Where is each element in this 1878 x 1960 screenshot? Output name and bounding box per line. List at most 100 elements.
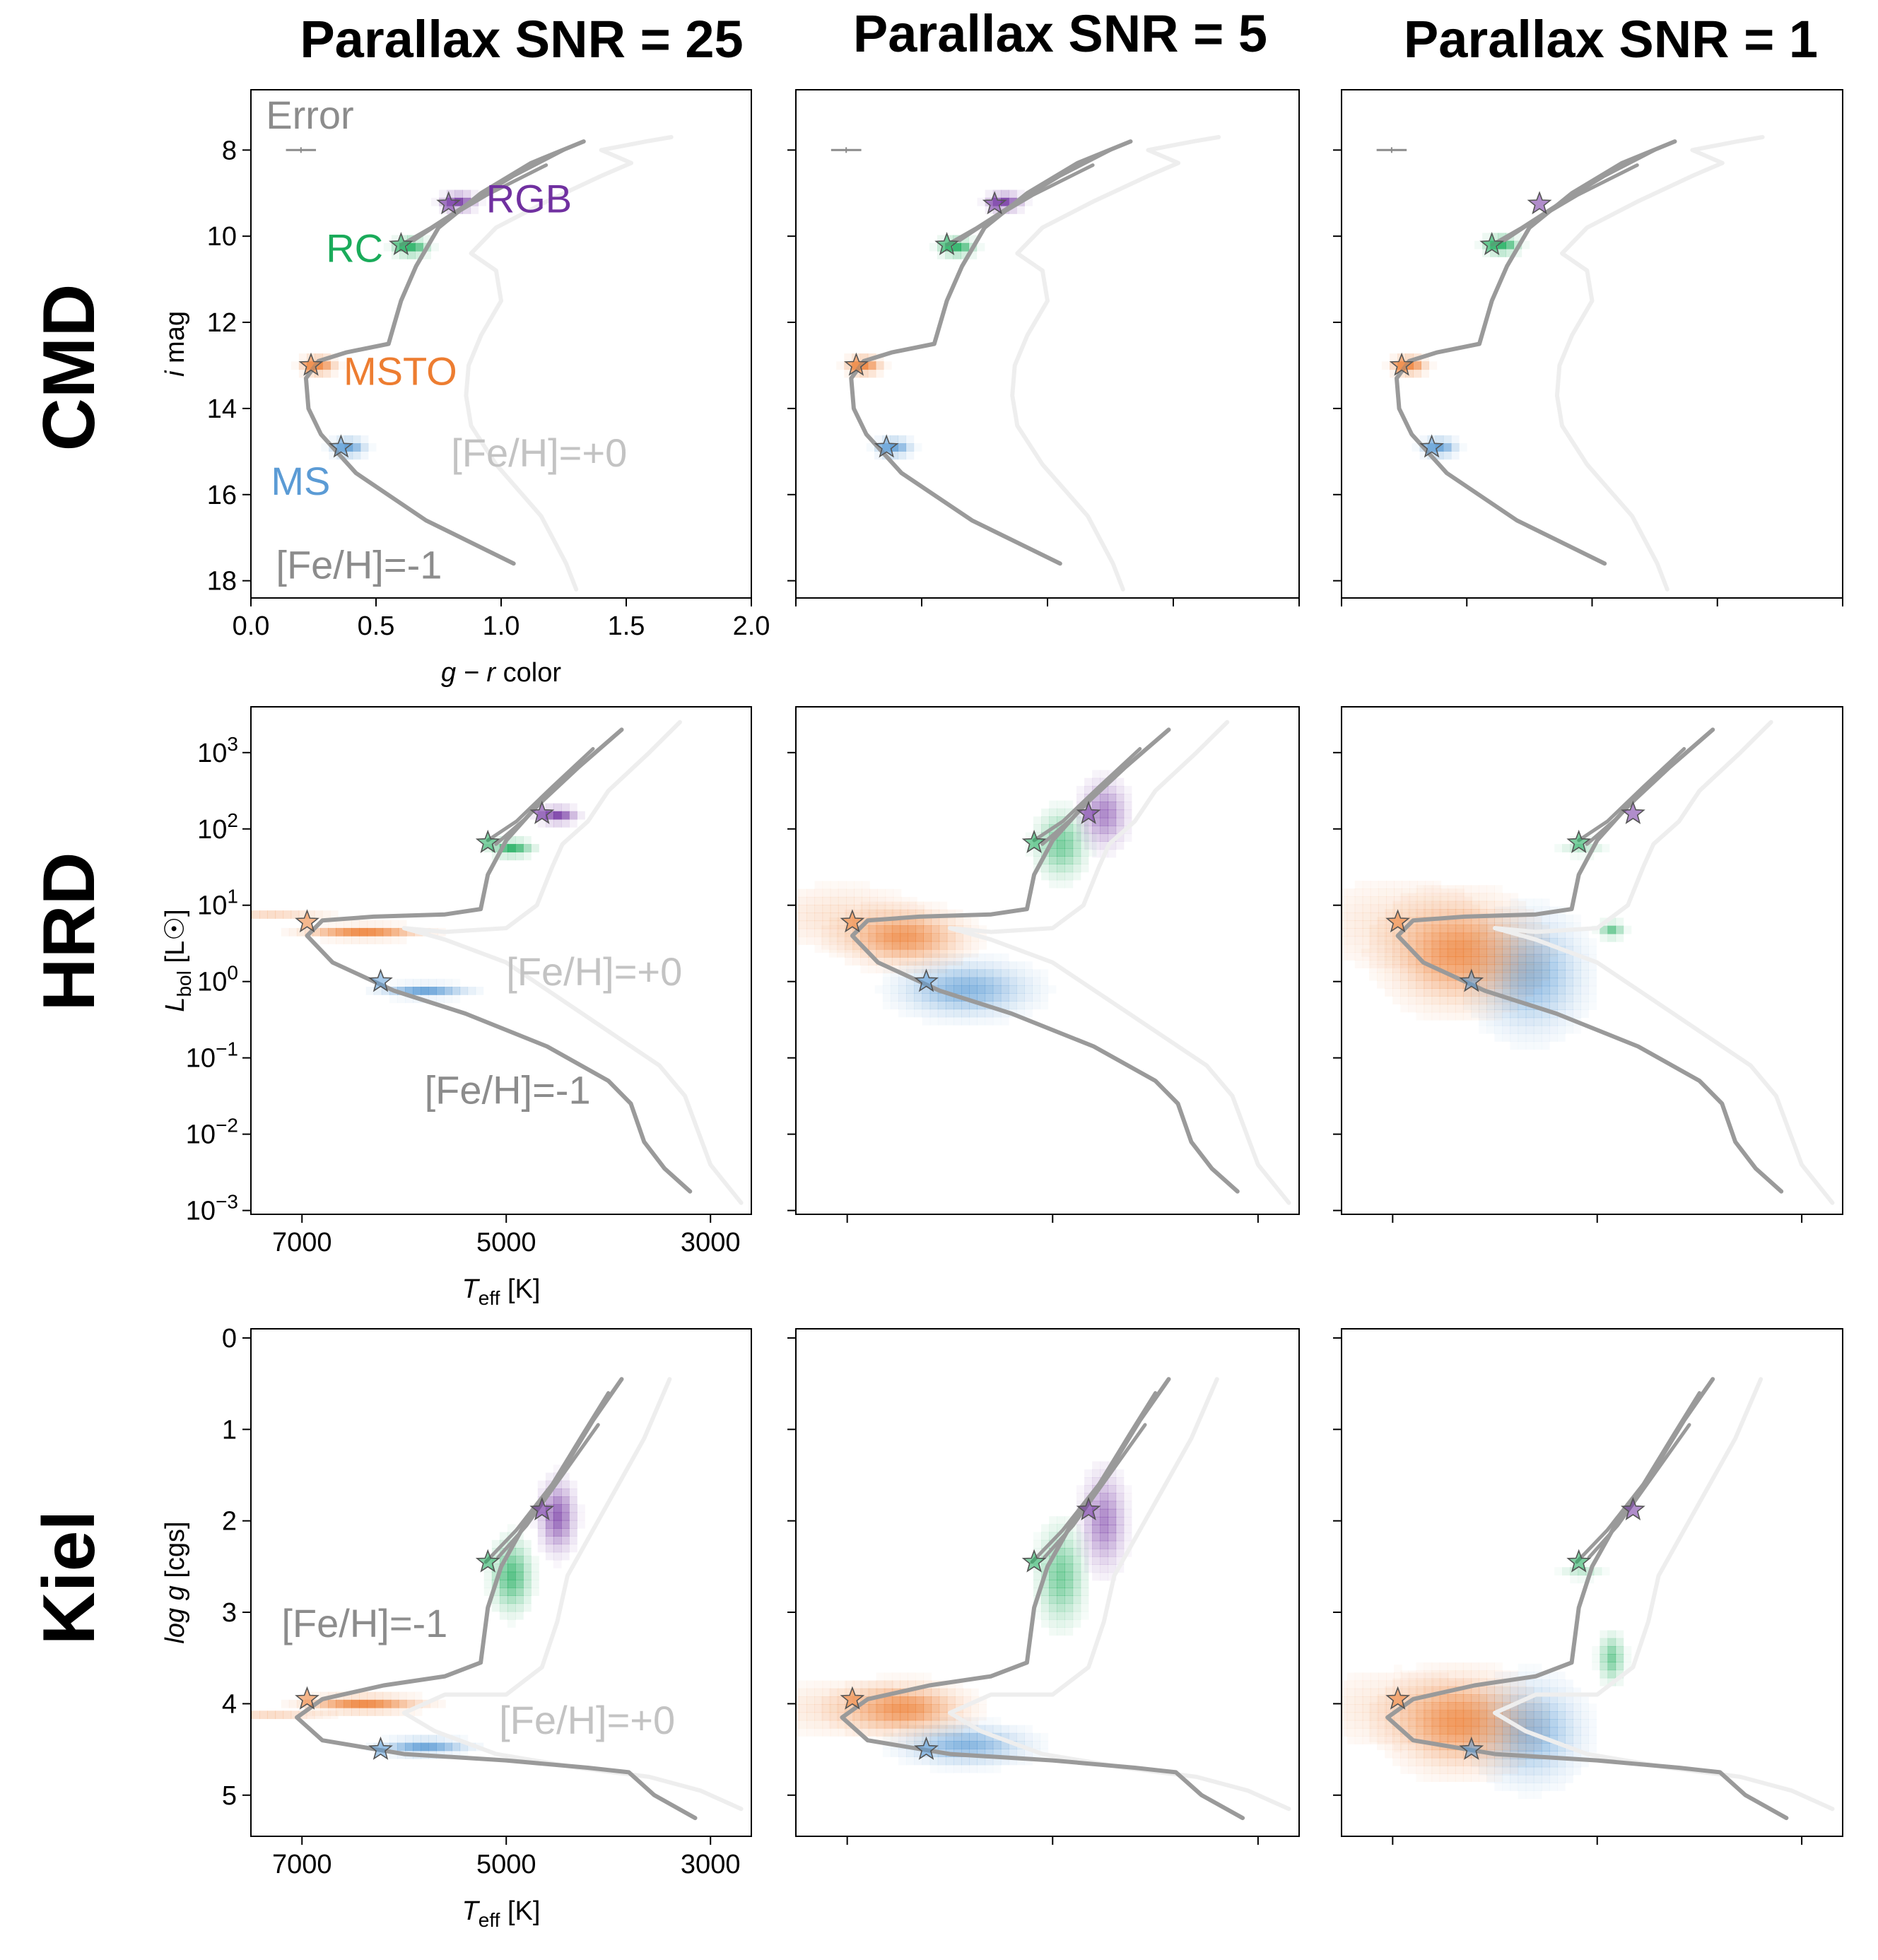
density-cell <box>891 933 900 942</box>
density-cell <box>914 993 923 1002</box>
density-cell <box>814 888 823 898</box>
density-cell <box>1502 996 1510 1005</box>
density-cell <box>1494 1672 1503 1680</box>
density-cell <box>561 803 570 812</box>
density-cell <box>1494 893 1503 902</box>
density-cell <box>1424 1718 1433 1727</box>
density-cell <box>1541 1766 1550 1776</box>
density-cell <box>1080 1556 1089 1565</box>
density-cell <box>328 1708 336 1716</box>
density-cell <box>515 1595 524 1604</box>
density-cell <box>937 961 946 970</box>
density-cell <box>1494 938 1503 947</box>
density-cell <box>1016 1725 1025 1734</box>
density-cell <box>1072 1571 1081 1580</box>
density-cell <box>814 1727 823 1737</box>
density-cell <box>1472 904 1481 913</box>
density-cell <box>876 965 885 974</box>
density-cell <box>877 888 886 898</box>
isochrone-metal-poor-line <box>303 139 586 566</box>
density-cell <box>428 1742 437 1751</box>
density-cell <box>1486 1718 1495 1727</box>
density-cell <box>1549 953 1558 963</box>
density-cell <box>1100 833 1109 842</box>
density-cell <box>1408 932 1417 941</box>
density-cell <box>852 1688 861 1697</box>
density-cell <box>1362 1680 1371 1689</box>
density-cell <box>1439 940 1448 949</box>
density-cell <box>1600 1645 1609 1655</box>
density-cell <box>978 1704 987 1713</box>
density-cell <box>1369 1710 1378 1719</box>
density-cell <box>885 896 894 905</box>
density-cell <box>1525 1017 1534 1026</box>
density-cell <box>939 1712 948 1721</box>
density-cell <box>1417 1672 1426 1682</box>
density-cell <box>992 977 1002 986</box>
density-cell <box>868 1680 877 1689</box>
density-cell <box>507 1563 516 1573</box>
density-cell <box>1510 906 1519 915</box>
density-cell <box>1435 451 1444 460</box>
density-cell <box>1557 1687 1566 1696</box>
density-cell <box>545 1472 554 1481</box>
density-cell <box>398 1691 407 1701</box>
density-cell <box>507 852 516 861</box>
density-cell <box>1346 920 1356 929</box>
density-cell <box>296 1699 305 1708</box>
density-cell <box>1510 1695 1519 1704</box>
isochrone-metal-poor-line <box>1385 1377 1789 1821</box>
density-cell <box>862 1727 870 1737</box>
density-cell <box>1080 1595 1089 1604</box>
density-cell <box>1518 1672 1527 1680</box>
density-cell <box>1362 1727 1371 1737</box>
density-cell <box>1447 893 1456 902</box>
density-cell <box>1494 1718 1503 1727</box>
density-cell <box>483 1571 493 1580</box>
isochrone-solar-line <box>1493 720 1835 1205</box>
density-cell <box>1413 361 1421 370</box>
density-cell <box>1472 1712 1481 1721</box>
density-cell <box>1424 1686 1433 1695</box>
density-cell <box>1092 1556 1101 1565</box>
density-cell <box>1502 1686 1510 1695</box>
density-cell <box>1455 972 1464 981</box>
density-cell <box>1518 946 1527 955</box>
density-cell <box>1024 1749 1033 1757</box>
density-cell <box>796 1680 799 1689</box>
density-cell <box>1479 949 1487 957</box>
density-cell <box>985 189 994 199</box>
y-tick-label: 12 <box>207 308 237 338</box>
density-cell <box>900 1680 908 1689</box>
density-cell <box>515 1611 524 1620</box>
density-cell <box>783 897 792 905</box>
x-tick-label: 7000 <box>272 1228 332 1257</box>
density-cell <box>946 917 956 926</box>
density-cell <box>1076 1493 1085 1502</box>
density-cell <box>1462 949 1472 957</box>
density-cell <box>1471 988 1479 997</box>
density-cell <box>545 1496 554 1505</box>
density-cell <box>891 1704 900 1713</box>
density-cell <box>1346 1680 1356 1689</box>
density-cell <box>1064 840 1074 849</box>
density-cell <box>1456 928 1465 937</box>
density-cell <box>1494 988 1503 997</box>
density-cell <box>1502 949 1510 957</box>
density-cell <box>1462 1702 1472 1710</box>
density-cell <box>1417 1720 1426 1729</box>
density-cell <box>1402 881 1410 889</box>
density-cell <box>963 941 971 950</box>
y-tick-label: 10−2 <box>186 1115 238 1150</box>
density-cell <box>868 1712 877 1721</box>
density-cell <box>783 1713 792 1721</box>
density-cell <box>1057 1524 1065 1533</box>
density-cell <box>1486 949 1495 957</box>
density-cell <box>322 361 331 370</box>
density-cell <box>1008 1732 1017 1742</box>
density-cell <box>1462 1686 1472 1695</box>
density-cell <box>529 811 539 820</box>
density-cell <box>1370 960 1379 968</box>
density-cell <box>906 1732 915 1742</box>
density-cell <box>1471 1694 1479 1703</box>
